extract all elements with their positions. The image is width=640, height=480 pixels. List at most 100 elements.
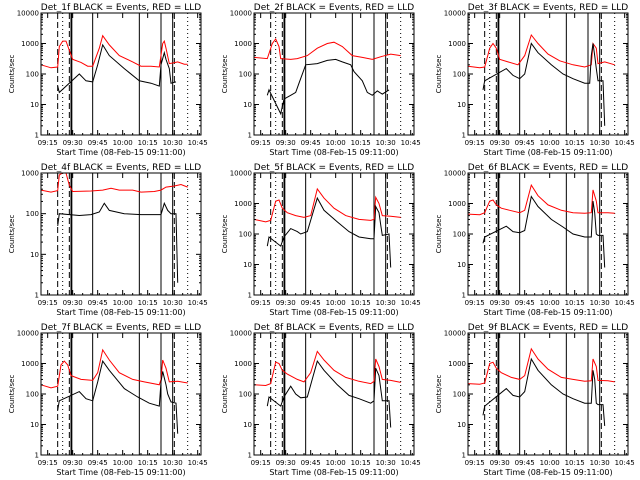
plot-frame [40,332,202,456]
x-tick-label: 10:30 [590,299,610,307]
panel-6: Det_6f BLACK = Events, RED = LLD 1 10 100 10… [435,163,635,317]
y-axis-label: Counts/sec [435,55,443,94]
y-axis-label: Counts/sec [221,215,229,254]
panel-7: Det_7f BLACK = Events, RED = LLD 1 10 100 10… [8,323,208,477]
y-tick-label: 10000 [230,10,252,18]
y-tick-label: 100 [26,71,39,79]
x-tick-label: 09:45 [88,139,108,147]
plot-frame [40,172,202,296]
x-tick-label: 10:00 [326,459,346,467]
x-tick-label: 10:45 [188,459,208,467]
x-tick-label: 10:15 [565,459,585,467]
x-tick-label: 10:45 [615,139,635,147]
x-axis-label: Start Time (08-Feb-15 09:11:00) [269,468,398,477]
lld-series-line [467,33,615,69]
lld-series-line [467,183,615,216]
events-series-line [482,42,606,126]
x-tick-label: 09:15 [465,139,485,147]
y-tick-label: 1 [248,452,252,460]
plot-frame [253,332,415,456]
x-axis-label: Start Time (08-Feb-15 09:11:00) [56,468,185,477]
x-tick-label: 10:15 [565,139,585,147]
y-tick-label: 10000 [17,10,39,18]
y-tick-label: 1000 [234,200,252,208]
y-axis-label: Counts/sec [221,55,229,94]
panel-title: Det_2f BLACK = Events, RED = LLD [254,3,414,13]
x-tick-label: 10:00 [540,139,560,147]
y-axis-label: Counts/sec [8,375,16,414]
x-tick-label: 10:00 [113,139,133,147]
y-tick-label: 1000 [448,40,466,48]
x-tick-label: 10:00 [540,459,560,467]
lld-series-line [40,348,188,389]
x-tick-label: 09:45 [301,139,321,147]
x-tick-label: 09:15 [465,299,485,307]
x-axis-label: Start Time (08-Feb-15 09:11:00) [56,148,185,157]
x-tick-label: 09:30 [490,139,510,147]
panel-title: Det_6f BLACK = Events, RED = LLD [468,163,628,173]
x-tick-label: 10:45 [401,139,421,147]
y-tick-label: 100 [453,231,466,239]
x-tick-label: 10:45 [188,139,208,147]
panel-9: Det_9f BLACK = Events, RED = LLD 1 10 100 10… [435,323,635,477]
y-tick-label: 10000 [444,330,466,338]
y-tick-label: 1 [462,292,466,300]
panel-5: Det_5f BLACK = Events, RED = LLD 1 10 100 10… [221,163,421,317]
x-tick-label: 10:15 [351,139,371,147]
y-tick-label: 10000 [444,10,466,18]
y-tick-label: 10000 [17,330,39,338]
x-tick-label: 09:30 [276,299,296,307]
x-tick-label: 09:45 [515,459,535,467]
x-tick-label: 09:45 [301,459,321,467]
y-tick-label: 10000 [230,330,252,338]
y-axis-label: Counts/sec [435,375,443,414]
y-tick-label: 1000 [234,40,252,48]
x-tick-label: 10:30 [590,459,610,467]
y-tick-label: 10 [243,101,252,109]
panel-title: Det_9f BLACK = Events, RED = LLD [468,323,628,333]
x-tick-label: 10:45 [401,459,421,467]
panel-title: Det_3f BLACK = Events, RED = LLD [468,3,628,13]
y-tick-label: 10000 [444,170,466,178]
lld-series-line [253,350,401,387]
plot-frame [253,172,415,296]
x-tick-label: 10:15 [565,299,585,307]
events-series-line [266,58,390,116]
y-tick-label: 10000 [230,170,252,178]
x-tick-label: 10:30 [376,299,396,307]
x-tick-label: 10:00 [113,459,133,467]
y-axis-label: Counts/sec [435,215,443,254]
x-tick-label: 10:30 [163,459,183,467]
y-tick-label: 100 [239,391,252,399]
x-axis-label: Start Time (08-Feb-15 09:11:00) [483,468,612,477]
x-tick-label: 10:45 [401,299,421,307]
panel-3: Det_3f BLACK = Events, RED = LLD 1 10 100 10… [435,3,635,157]
y-tick-label: 10 [457,421,466,429]
x-axis-label: Start Time (08-Feb-15 09:11:00) [269,308,398,317]
y-tick-label: 100 [239,71,252,79]
y-tick-label: 10 [243,261,252,269]
plot-frame [40,12,202,136]
events-series-line [482,195,606,268]
x-axis-label: Start Time (08-Feb-15 09:11:00) [483,148,612,157]
x-tick-label: 10:15 [351,459,371,467]
lld-series-line [40,34,188,69]
panel-title: Det_8f BLACK = Events, RED = LLD [254,323,414,333]
y-tick-label: 1 [35,452,39,460]
lld-series-line [40,172,188,193]
events-series-line [482,357,606,426]
x-tick-label: 09:30 [490,299,510,307]
x-tick-label: 10:15 [138,459,158,467]
x-tick-label: 10:45 [615,459,635,467]
lld-series-line [467,347,615,385]
y-tick-label: 100 [453,71,466,79]
x-tick-label: 09:15 [38,459,58,467]
x-tick-label: 10:45 [615,299,635,307]
x-tick-label: 09:15 [251,459,271,467]
panel-title: Det_4f BLACK = Events, RED = LLD [41,163,201,173]
x-tick-label: 10:15 [351,299,371,307]
events-series-line [57,359,179,434]
x-tick-label: 09:15 [38,299,58,307]
x-tick-label: 09:30 [490,459,510,467]
x-tick-label: 09:15 [38,139,58,147]
